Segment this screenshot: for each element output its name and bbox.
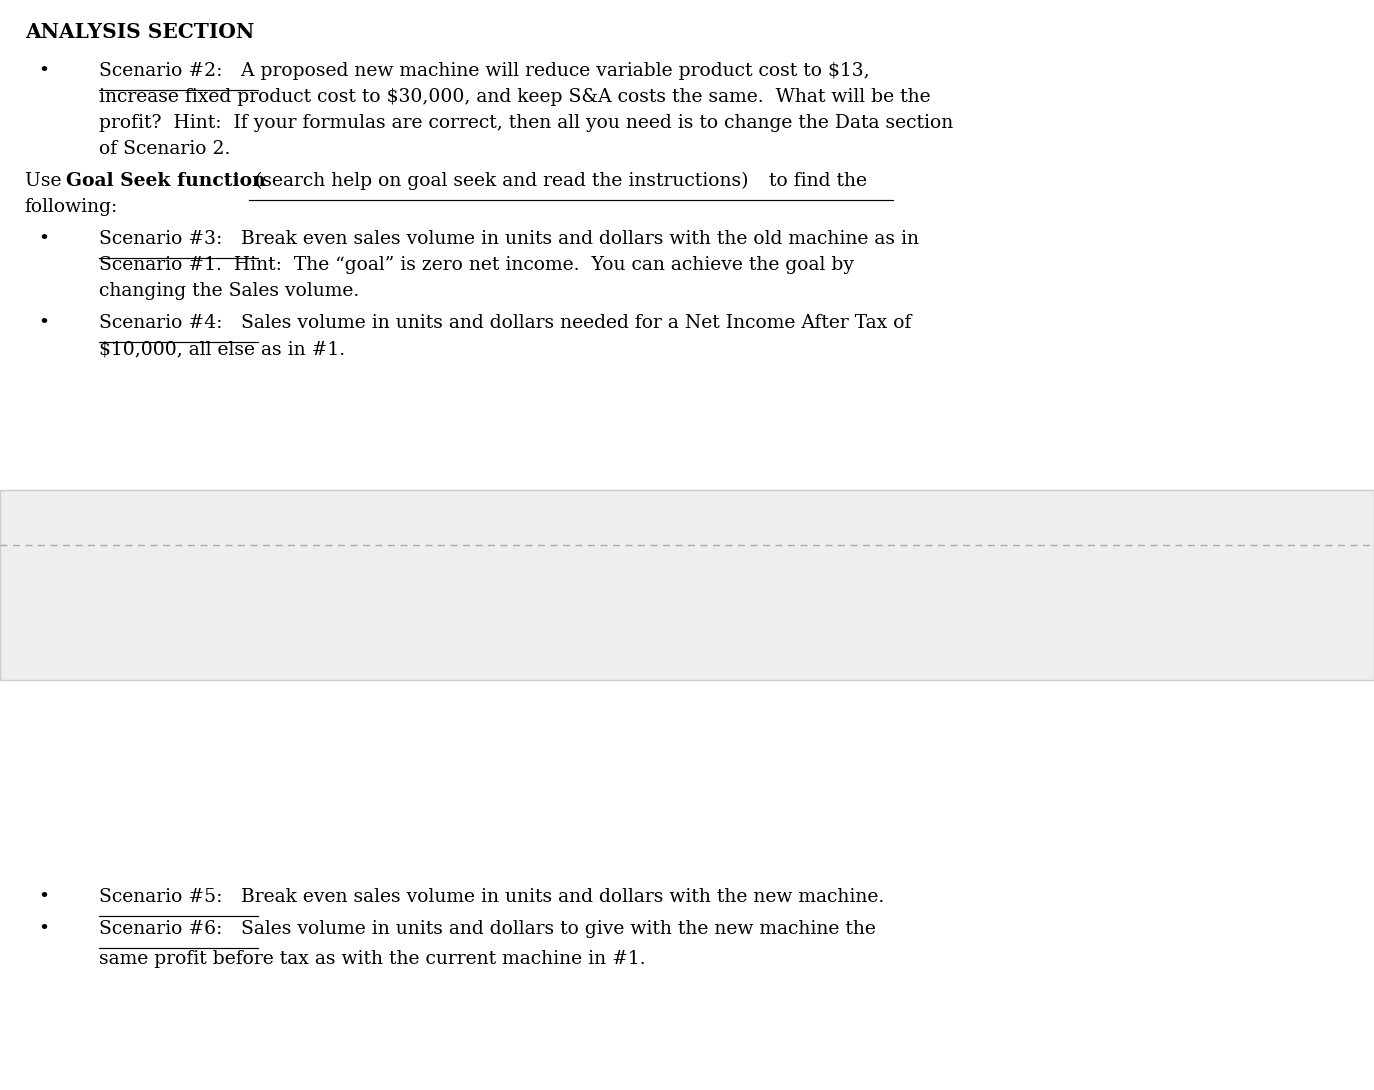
Text: following:: following:	[25, 198, 118, 216]
Text: Scenario #1.  Hint:  The “goal” is zero net income.  You can achieve the goal by: Scenario #1. Hint: The “goal” is zero ne…	[99, 256, 853, 274]
Text: •: •	[38, 230, 49, 249]
Text: Goal Seek function: Goal Seek function	[66, 172, 265, 190]
Text: •: •	[38, 62, 49, 80]
Text: same profit before tax as with the current machine in #1.: same profit before tax as with the curre…	[99, 950, 646, 968]
Text: $10,000, all else as in #1.: $10,000, all else as in #1.	[99, 340, 345, 358]
Text: A proposed new machine will reduce variable product cost to $13,: A proposed new machine will reduce varia…	[229, 62, 870, 80]
Text: Break even sales volume in units and dollars with the new machine.: Break even sales volume in units and dol…	[229, 888, 885, 906]
Text: •: •	[38, 920, 49, 938]
Text: profit?  Hint:  If your formulas are correct, then all you need is to change the: profit? Hint: If your formulas are corre…	[99, 114, 954, 132]
Text: •: •	[38, 314, 49, 332]
Text: Sales volume in units and dollars needed for a Net Income After Tax of: Sales volume in units and dollars needed…	[229, 314, 912, 332]
Text: increase fixed product cost to $30,000, and keep S&A costs the same.  What will : increase fixed product cost to $30,000, …	[99, 88, 930, 106]
Text: of Scenario 2.: of Scenario 2.	[99, 140, 231, 158]
Text: Break even sales volume in units and dollars with the old machine as in: Break even sales volume in units and dol…	[229, 230, 919, 249]
Text: Scenario #2:: Scenario #2:	[99, 62, 223, 80]
Text: Scenario #4:: Scenario #4:	[99, 314, 223, 332]
Text: Scenario #6:: Scenario #6:	[99, 920, 223, 938]
Text: to find the: to find the	[763, 172, 867, 190]
Text: (search help on goal seek and read the instructions): (search help on goal seek and read the i…	[249, 172, 749, 191]
Text: Scenario #5:: Scenario #5:	[99, 888, 223, 906]
Text: Use: Use	[25, 172, 67, 190]
Text: •: •	[38, 888, 49, 906]
Text: Scenario #3:: Scenario #3:	[99, 230, 223, 249]
Text: ANALYSIS SECTION: ANALYSIS SECTION	[25, 22, 254, 43]
Text: Sales volume in units and dollars to give with the new machine the: Sales volume in units and dollars to giv…	[229, 920, 877, 938]
Text: changing the Sales volume.: changing the Sales volume.	[99, 282, 359, 300]
